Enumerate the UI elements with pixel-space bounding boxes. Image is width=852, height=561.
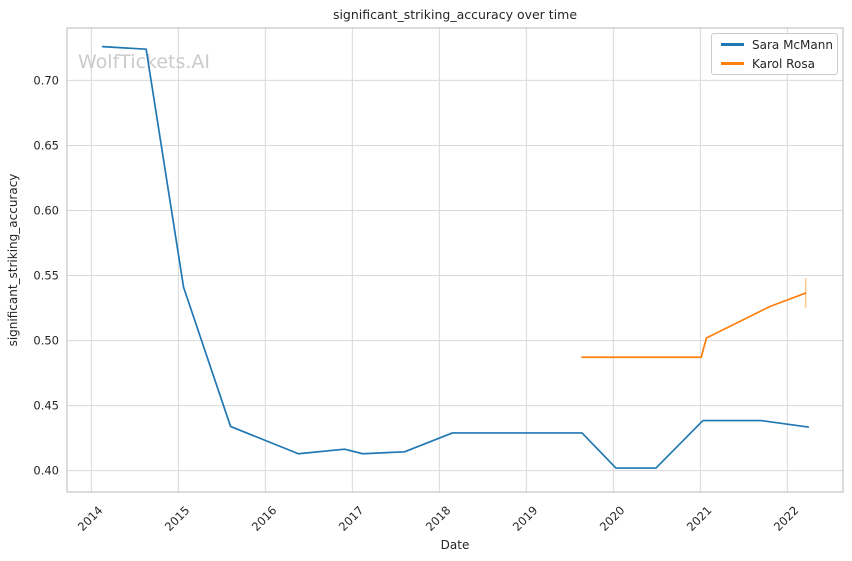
x-tick-label: 2018 (423, 503, 454, 534)
series-line-karol-rosa (581, 292, 807, 359)
x-tick-label: 2021 (684, 503, 715, 534)
legend-line-swatch-orange (721, 62, 744, 65)
y-tick-label: 0.55 (33, 269, 59, 283)
legend-label-karol-rosa: Karol Rosa (752, 56, 815, 71)
y-tick-label: 0.65 (33, 138, 59, 152)
y-tick-label: 0.45 (33, 399, 59, 413)
y-tick-label: 0.40 (33, 464, 59, 478)
tick-labels-layer: 2014 2015 2016 2017 2018 2019 2020 2021 2022 0.40… (33, 73, 801, 533)
x-tick-label: 2020 (597, 503, 628, 534)
chart-title: significant_striking_accuracy over time (333, 7, 577, 22)
x-tick-label: 2014 (75, 503, 106, 534)
series-layer (101, 45, 810, 469)
x-tick-label: 2017 (336, 503, 367, 534)
legend-item-sara-mcmann: Sara McMann (712, 37, 837, 53)
y-axis-label: significant_striking_accuracy (6, 174, 20, 347)
legend-line-swatch-blue (721, 43, 744, 46)
x-axis-label: Date (441, 538, 470, 552)
y-tick-label: 0.70 (33, 73, 59, 87)
y-tick-label: 0.60 (33, 204, 59, 218)
x-tick-label: 2015 (162, 503, 193, 534)
y-tick-label: 0.50 (33, 334, 59, 348)
gridlines-layer (66, 27, 844, 493)
x-tick-label: 2016 (249, 503, 280, 534)
x-tick-label: 2022 (771, 503, 802, 534)
series-line-sara-mcmann (101, 45, 810, 469)
legend-label-sara-mcmann: Sara McMann (752, 37, 833, 52)
legend-item-karol-rosa: Karol Rosa (712, 56, 837, 72)
legend: Sara McMann Karol Rosa (711, 33, 838, 75)
plot-border (66, 27, 844, 493)
x-tick-label: 2019 (510, 503, 541, 534)
watermark: WolfTickets.AI (78, 51, 210, 73)
